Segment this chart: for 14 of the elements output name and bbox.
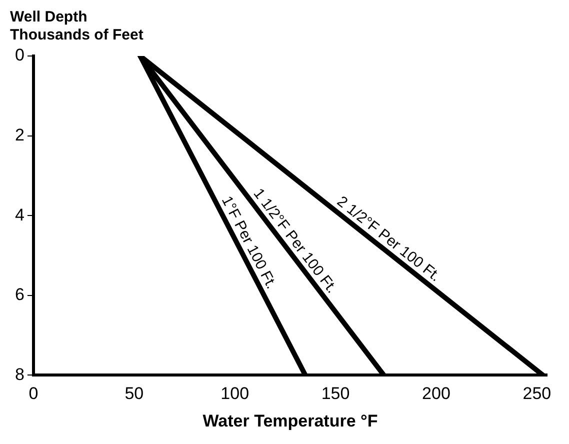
x-axis-title: Water Temperature °F bbox=[202, 411, 378, 430]
y-tick-label: 2 bbox=[14, 125, 24, 144]
y-tick-label: 0 bbox=[14, 46, 24, 65]
y-tick-label: 6 bbox=[14, 285, 24, 304]
x-tick-label: 0 bbox=[28, 384, 38, 404]
x-tick-label: 50 bbox=[124, 384, 144, 404]
x-tick-label: 200 bbox=[422, 384, 450, 404]
x-tick-label: 150 bbox=[321, 384, 350, 404]
text: 2 1/2°F Per 100 Ft. bbox=[334, 192, 444, 286]
y-tick-label: 8 bbox=[14, 364, 24, 384]
y-axis-title: Well Depth Thousands of Feet bbox=[10, 8, 144, 44]
y-tick-label: 4 bbox=[14, 205, 24, 224]
x-tick-label: 100 bbox=[220, 384, 250, 404]
x-tick-label: 250 bbox=[522, 384, 552, 404]
